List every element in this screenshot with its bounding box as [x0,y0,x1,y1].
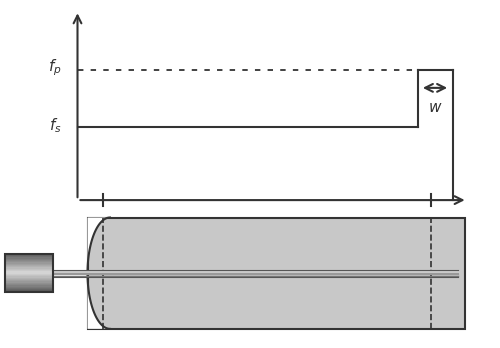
Bar [5,285,52,287]
Bar [5,257,52,259]
Bar [5,277,52,279]
Bar [5,271,52,272]
Text: $f_p$: $f_p$ [48,57,62,78]
Bar [5,258,52,260]
Bar [5,262,52,264]
Polygon shape [88,218,110,329]
Bar [5,264,52,266]
Bar [5,254,52,256]
Bar [5,268,52,270]
Bar [5,275,52,276]
Bar [5,255,52,257]
Bar [5,260,52,261]
Bar [5,280,52,282]
Bar [5,276,52,278]
Bar [5,261,52,262]
Bar [5,278,52,280]
Bar [5,266,52,267]
Bar [5,286,52,288]
Bar [5,284,52,285]
Text: $w$: $w$ [428,100,442,114]
Bar [5,267,52,269]
Bar [5,289,52,290]
Bar [5,283,52,284]
Bar [88,218,465,329]
Bar [5,281,52,283]
Bar [5,270,52,271]
Text: $f_s$: $f_s$ [48,116,62,135]
Bar [5,263,52,265]
Bar [5,287,52,289]
Bar [5,272,52,274]
Bar [5,253,52,255]
Bar [5,274,52,275]
Bar [5,254,52,292]
Bar [5,290,52,292]
